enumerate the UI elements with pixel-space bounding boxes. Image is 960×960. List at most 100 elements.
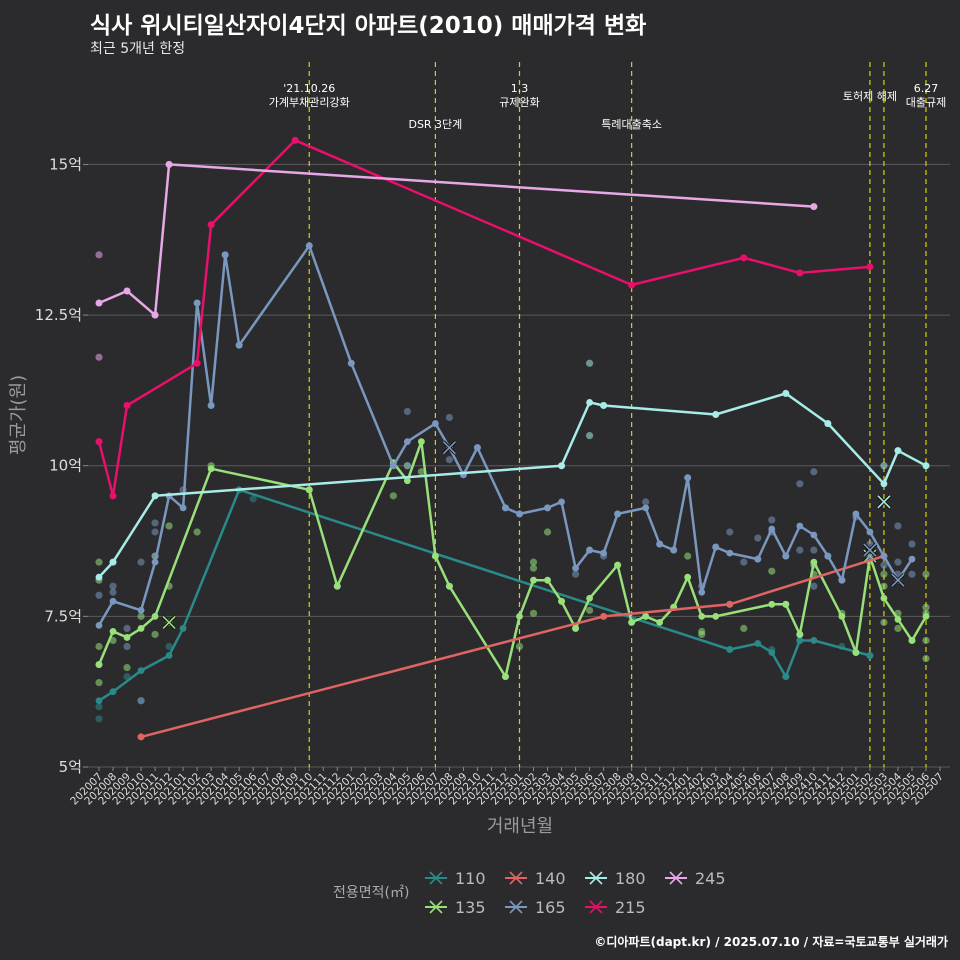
data-point-135 <box>137 612 145 620</box>
series-point-215 <box>866 263 874 271</box>
cancel-marker-135 <box>161 615 177 630</box>
legend-key-cross <box>589 900 603 914</box>
series-point-165 <box>908 555 916 563</box>
series-point-165 <box>586 546 593 554</box>
data-point-135 <box>95 642 103 651</box>
legend-item-245: 245 <box>665 869 726 888</box>
cancel-stroke <box>891 573 905 587</box>
series-point-215 <box>628 281 636 289</box>
cancel-marker-180 <box>876 494 892 510</box>
chart-title: 식사 위시티일산자이4단지 아파트(2010) 매매가격 변화 <box>90 13 647 39</box>
legend-label: 245 <box>695 869 726 888</box>
series-point-180 <box>922 462 930 470</box>
legend-key-cross <box>509 900 523 914</box>
series-line-245 <box>98 163 814 317</box>
series-point-135 <box>207 465 215 473</box>
series-point-135 <box>796 631 804 638</box>
series-point-135 <box>516 612 523 620</box>
series-point-165 <box>221 251 229 259</box>
series-point-165 <box>137 606 145 614</box>
legend-label: 180 <box>615 869 646 888</box>
event-label: DSR 3단계 <box>408 118 462 131</box>
series-point-165 <box>179 504 187 512</box>
y-tick-label: 7.5억 <box>44 607 82 625</box>
series-point-135 <box>109 628 117 635</box>
series-point-135 <box>880 594 888 602</box>
series-point-135 <box>712 612 720 620</box>
series-point-135 <box>922 612 930 620</box>
series-point-135 <box>614 561 622 569</box>
series-point-165 <box>782 552 790 560</box>
data-point-165 <box>403 462 411 470</box>
series-point-165 <box>656 540 664 548</box>
series-point-135 <box>656 618 664 626</box>
series-point-180 <box>558 462 565 470</box>
y-tick-label: 10억 <box>49 457 82 475</box>
legend-label: 135 <box>455 898 486 917</box>
series-point-165 <box>544 504 551 512</box>
series-point-165 <box>600 549 607 557</box>
data-point-165 <box>95 591 103 599</box>
data-point-165 <box>445 456 454 464</box>
data-point-135 <box>193 528 201 536</box>
series-line-110 <box>98 488 871 702</box>
series-point-180 <box>824 420 832 427</box>
data-point-135 <box>698 630 706 639</box>
series-point-165 <box>502 504 509 512</box>
credit-text: ©디아파트(dapt.kr) / 2025.07.10 / 자료=국토교통부 실… <box>594 935 948 949</box>
cancel-stroke <box>162 615 176 629</box>
data-point-245 <box>95 251 103 259</box>
data-point-135 <box>151 630 159 639</box>
series-point-215 <box>291 136 299 144</box>
series-point-180 <box>151 492 159 500</box>
series-point-215 <box>95 438 103 446</box>
series-point-140 <box>137 733 145 741</box>
data-point-135 <box>165 522 173 530</box>
data-point-165 <box>123 624 131 633</box>
series-point-165 <box>642 504 650 512</box>
series-point-135 <box>305 486 313 494</box>
data-point-165 <box>768 516 776 524</box>
legend-title: 전용면적(㎡) <box>333 885 409 901</box>
data-point-135 <box>880 570 888 578</box>
legend-item-110: 110 <box>425 869 486 888</box>
series-point-135 <box>530 576 537 584</box>
series-point-180 <box>782 390 790 397</box>
y-tick-label: 12.5억 <box>35 306 82 324</box>
series-point-110 <box>165 652 173 659</box>
series-point-180 <box>95 573 103 581</box>
data-point-135 <box>95 558 103 566</box>
series-point-165 <box>193 299 201 307</box>
data-point-135 <box>515 642 524 651</box>
event-label: 6.27 대출규제 <box>906 82 946 109</box>
series-point-165 <box>151 558 159 566</box>
series-point-215 <box>207 221 215 229</box>
series-point-135 <box>684 573 692 581</box>
legend-key-cross <box>589 871 603 885</box>
data-point-135 <box>389 492 397 500</box>
series-point-165 <box>852 510 860 518</box>
legend-label: 215 <box>615 898 646 917</box>
legend-item-180: 180 <box>585 869 646 888</box>
data-point-135 <box>768 567 776 575</box>
y-tick-label: 15억 <box>49 155 82 173</box>
data-point-165 <box>137 697 145 705</box>
legend-item-215: 215 <box>585 898 646 917</box>
series-point-165 <box>389 462 397 470</box>
data-point-110 <box>165 642 173 651</box>
x-axis-title: 거래년월 <box>487 816 553 837</box>
legend-item-135: 135 <box>425 898 486 917</box>
series-point-180 <box>586 399 593 406</box>
legend-key-cross <box>429 871 443 885</box>
series-point-245 <box>165 161 173 168</box>
series-point-110 <box>810 637 818 644</box>
series-point-135 <box>403 477 411 485</box>
series-point-135 <box>95 661 103 668</box>
data-point-135 <box>95 679 103 687</box>
cancel-stroke <box>442 441 456 455</box>
data-point-180 <box>585 431 594 440</box>
data-point-135 <box>880 618 888 626</box>
series-point-165 <box>810 531 818 539</box>
data-point-135 <box>922 570 930 578</box>
series-point-165 <box>754 555 762 563</box>
